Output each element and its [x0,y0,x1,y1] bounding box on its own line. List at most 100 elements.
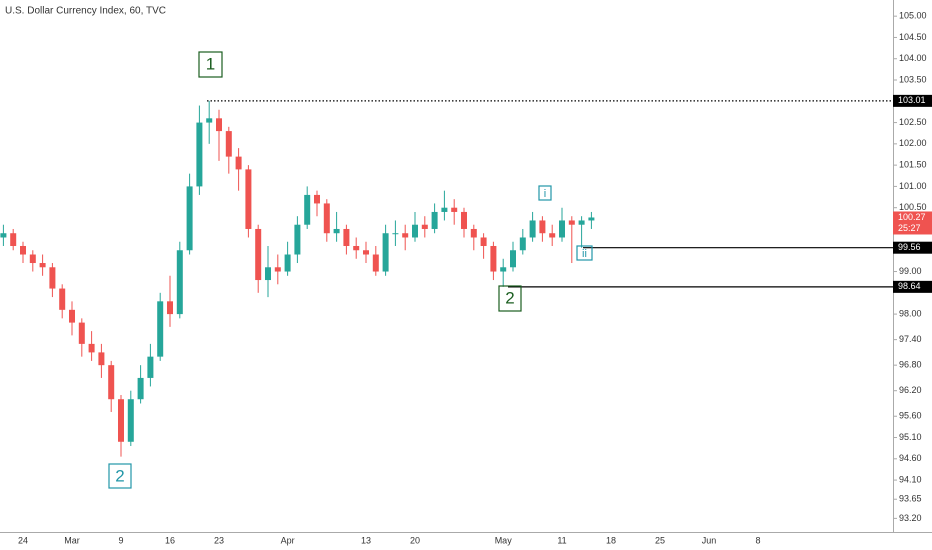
y-tick-label: 99.00 [899,266,922,276]
candle-body [235,156,242,170]
wave-box [498,285,522,312]
wave-box [538,185,552,201]
x-tick-label: 18 [606,535,616,545]
wave-box [108,463,132,489]
candle-body [118,399,124,442]
x-tick-label: 8 [755,535,760,545]
candle-body [284,254,291,272]
candle-body [510,250,516,268]
y-tick-label: 102.00 [899,138,927,148]
candle-body [108,365,115,400]
y-tick-label: 96.20 [899,385,922,395]
y-tick-label: 95.10 [899,432,922,442]
candle-body [0,233,7,238]
candle-body [20,245,26,255]
y-tick-label: 96.80 [899,360,922,370]
candle-body [88,343,95,353]
candle-body [519,237,526,251]
candle-body [461,211,467,229]
candle-body [323,203,330,234]
candle-body [382,233,389,272]
x-tick-label: 25 [655,535,665,545]
y-tick-label: 103.50 [899,74,927,84]
wave-label: 2 [505,288,514,307]
level-label: 103.01 [898,95,926,105]
candle-body [245,169,252,229]
candle-body [10,233,17,246]
y-tick-label: 105.00 [899,11,927,21]
x-tick-label: 16 [165,535,175,545]
candle-body [216,118,222,132]
y-tick-label: 98.00 [899,308,922,318]
x-tick-label: 9 [118,535,123,545]
x-tick-label: 20 [410,535,420,545]
candle-body [255,228,262,281]
candle-body [353,245,360,251]
candle-body [69,309,75,323]
y-tick-label: 101.50 [899,160,927,170]
candle-body [412,224,418,238]
candle-body [225,131,232,157]
candle-body [78,322,85,344]
candle-body [431,211,438,229]
candle-body [127,399,134,442]
candle-body [294,224,301,255]
candle-body [578,220,585,225]
x-tick-label: 11 [557,535,566,545]
candle-body [98,352,105,366]
wave-labels: 1 2 2 i ii [108,51,593,489]
level-tag [893,241,932,254]
y-tick-label: 95.60 [899,411,922,421]
candle-body [392,233,399,235]
candle-body [480,237,487,246]
candle-body [59,288,66,310]
price-label: 100.27 [898,212,926,222]
level-tag [893,280,932,293]
y-tick-label: 94.10 [899,474,922,484]
candle-body [49,267,56,289]
x-tick-label: Jun [702,535,717,545]
candle-body [363,250,369,255]
candle-body [157,301,164,357]
candle-body [274,267,281,272]
candle-body [29,254,36,264]
candle-body [549,233,556,238]
candle-body [196,122,203,187]
candle-body [441,207,448,212]
candle-body [314,194,320,204]
x-tick-label: 13 [361,535,371,545]
y-tick-label: 97.40 [899,334,922,344]
y-tick-label: 104.50 [899,32,927,42]
candle-body [568,220,575,225]
countdown: 25:27 [898,223,921,233]
candle-body [500,267,507,272]
candle-body [333,228,340,234]
candle-body [529,220,536,238]
level-label: 98.64 [898,281,921,291]
x-tick-label: May [495,535,513,545]
candle-body [470,228,477,238]
wave-label: 1 [206,54,215,73]
candle-body [167,301,173,315]
chart-title: U.S. Dollar Currency Index, 60, TVC [5,6,166,17]
candle-body [539,220,546,234]
x-tick-label: 24 [18,535,28,545]
candle-body [206,118,213,123]
price-tag [893,211,932,235]
candle-body [186,186,193,251]
candle-body [343,228,350,246]
wave-label: ii [582,248,587,260]
candle-body [176,250,183,315]
candle-body [304,194,311,225]
candle-body [559,220,565,238]
candle-body [147,356,154,378]
wave-label: i [544,188,546,200]
candle-body [137,377,144,400]
y-tick-label: 93.65 [899,494,922,504]
candle-body [39,263,46,268]
candle-body [451,207,458,212]
y-tick-label: 93.20 [899,513,922,523]
x-tick-label: Apr [281,535,295,545]
